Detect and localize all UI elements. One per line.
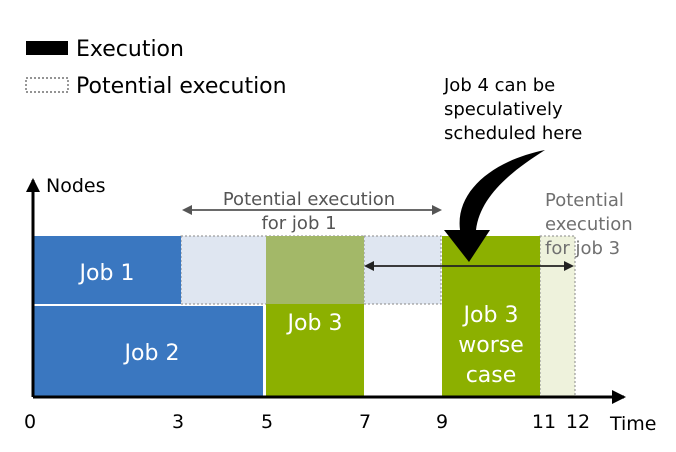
pot-job3-line2: execution [545,214,633,235]
legend-execution-label: Execution [76,37,184,62]
potential-job1-region-right [363,235,442,305]
job2-label: Job 2 [123,341,180,366]
job4-note-line2: speculatively [444,99,563,120]
tick-label-7: 7 [359,411,371,433]
job3-block [266,304,364,396]
pot-job1-line1: Potential execution [223,189,395,210]
y-axis-label: Nodes [46,175,106,197]
pot-job3-line1: Potential [545,190,624,211]
job3-worse-line3: case [466,363,517,388]
tick-label-0: 0 [24,411,36,433]
job4-note-line3: scheduled here [444,123,582,144]
pot-job3-line3: for job 3 [545,238,620,259]
legend-potential-swatch [25,77,69,93]
tick-label-3: 3 [172,411,184,433]
tick-label-12: 12 [566,411,590,433]
potential-job3-region [539,235,576,397]
job2-block [33,306,263,396]
tick-label-9: 9 [436,411,448,433]
legend-potential-label: Potential execution [76,74,287,99]
job4-note-line1: Job 4 can be [443,75,555,96]
pot-job1-line2: for job 1 [261,213,336,234]
x-axis-label: Time [609,413,657,435]
job1-block [33,236,181,304]
job1-label: Job 1 [78,261,135,286]
curved-arrow-icon [444,150,545,262]
job3-worse-line2: worse [458,333,524,358]
tick-label-11: 11 [532,411,556,433]
job3-label: Job 3 [286,311,343,336]
job3-worse-line1: Job 3 [462,303,519,328]
tick-label-5: 5 [261,411,273,433]
legend-execution-swatch [26,41,68,55]
job1-job3-overlap-block [266,236,364,304]
